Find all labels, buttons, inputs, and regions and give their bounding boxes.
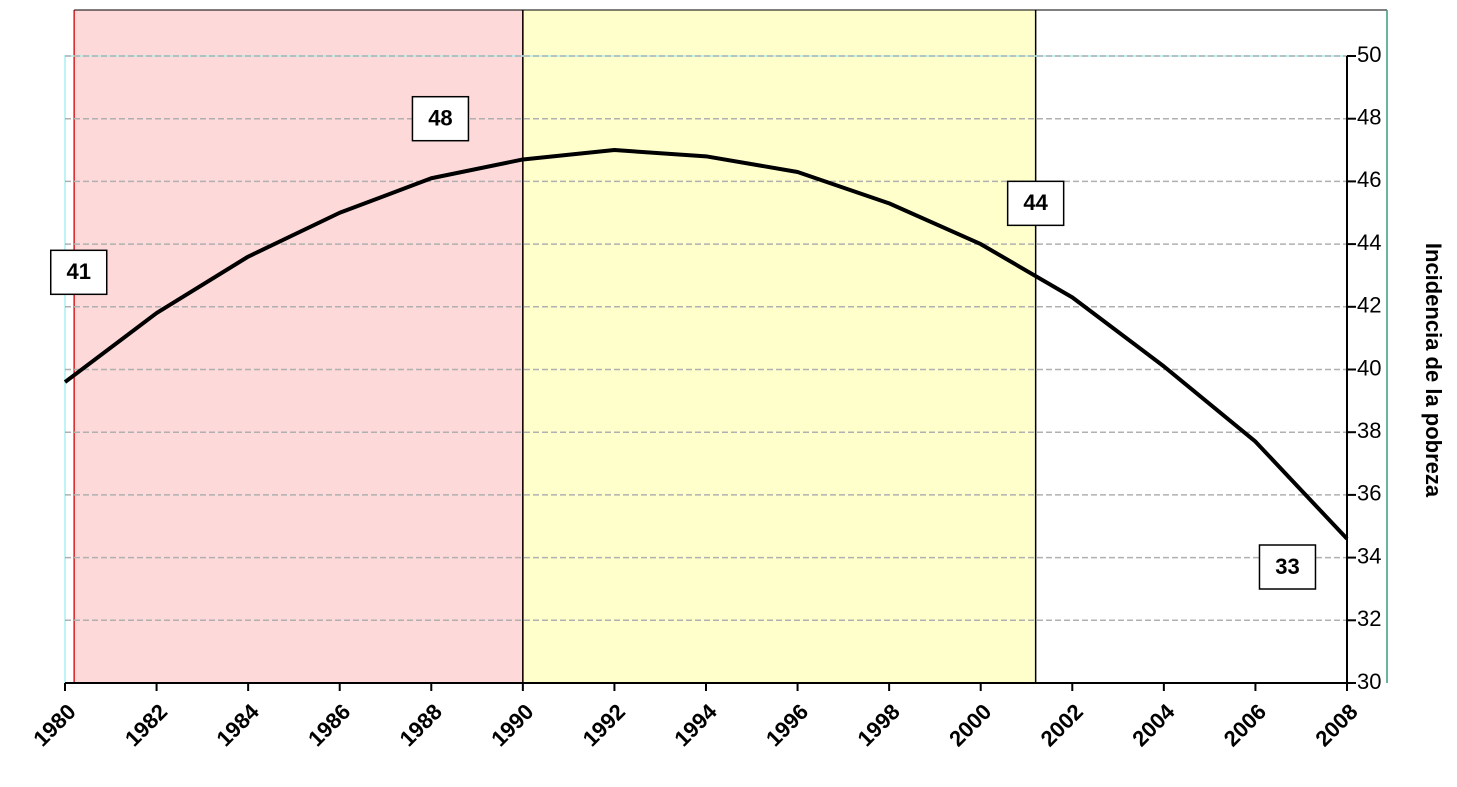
x-tick-label: 1984: [211, 698, 264, 751]
data-line: [63, 148, 1349, 541]
x-tick-label: 1986: [303, 699, 355, 751]
annotation-box: [411, 95, 470, 142]
x-tick-label: 1982: [120, 699, 172, 751]
y-tick-label: 46: [1357, 167, 1381, 192]
y-tick-label: 30: [1357, 669, 1381, 694]
x-tick-label: 1980: [28, 699, 80, 751]
annotation-box: [1258, 544, 1317, 590]
annotation: 48: [428, 106, 452, 131]
y-tick-label: 44: [1357, 230, 1381, 255]
x-tick-label: 2000: [944, 699, 996, 751]
annotation-box: [1006, 180, 1065, 227]
x-tick-label: 2004: [1127, 698, 1180, 751]
y-tick-label: 40: [1357, 355, 1381, 380]
x-tick-label: 1996: [761, 699, 813, 751]
y-tick-label: 38: [1357, 418, 1381, 443]
y-tick-label: 32: [1357, 606, 1381, 631]
y-tick-label: 36: [1357, 481, 1381, 506]
annotation: 33: [1275, 554, 1299, 579]
annotation-box: [49, 249, 108, 296]
y-tick-label: 50: [1357, 42, 1381, 67]
period-band: [522, 10, 1036, 683]
annotation: 44: [1023, 190, 1048, 215]
x-tick-label: 2006: [1219, 699, 1271, 751]
x-tick-label: 1998: [852, 699, 904, 751]
x-tick-label: 2002: [1036, 699, 1088, 751]
y-tick-label: 48: [1357, 105, 1381, 130]
x-tick-label: 1992: [578, 699, 630, 751]
x-tick-label: 1994: [669, 698, 722, 751]
x-tick-label: 2008: [1310, 699, 1362, 751]
y-tick-label: 42: [1357, 293, 1381, 318]
y-axis-label: Incidencia de la pobreza: [1421, 243, 1446, 498]
x-tick-label: 1988: [395, 699, 447, 751]
annotation: 41: [66, 259, 90, 284]
y-tick-label: 34: [1357, 543, 1381, 568]
x-tick-label: 1990: [486, 699, 538, 751]
